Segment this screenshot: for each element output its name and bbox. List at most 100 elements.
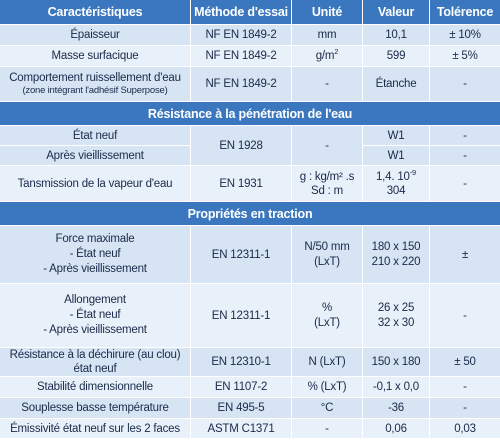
table-row: Allongement - État neuf - Après vieillis… [0,284,500,348]
cell-valeur: Étanche [363,67,430,102]
value-line-1: 180 x 150 [371,240,421,253]
cell-tolerence: ± 10% [430,25,500,46]
cell-methode: EN 12311-1 [191,284,292,348]
cell-caracteristique: Épaisseur [0,25,191,46]
table-row: Tansmission de la vapeur d'eau EN 1931 g… [0,166,500,202]
cell-valeur: W1 [363,126,430,146]
cell-unite: °C [292,398,363,419]
force-neuf: - État neuf [69,248,121,260]
table-row: Souplesse basse température EN 495-5 °C … [0,398,500,419]
cell-valeur: -0,1 x 0,0 [363,377,430,398]
table-row: Épaisseur NF EN 1849-2 mm 10,1 ± 10% [0,25,500,46]
cell-caracteristique: État neuf [0,126,191,146]
cell-methode: EN 495-5 [191,398,292,419]
cell-methode: NF EN 1849-2 [191,25,292,46]
cell-unite: g/m2 [292,46,363,67]
cell-valeur: W1 [363,146,430,166]
cell-caracteristique: Émissivité état neuf sur les 2 faces [0,419,191,439]
unit-line-2: (LxT) [314,255,340,268]
section-traction-title: Propriétés en traction [0,202,500,226]
cell-valeur: -36 [363,398,430,419]
unit-line-1: N/50 mm [304,240,350,253]
cell-caracteristique: Souplesse basse température [0,398,191,419]
table-row: Force maximale - État neuf - Après vieil… [0,226,500,284]
header-caracteristiques: Caractéristiques [0,0,191,25]
cell-tolerence: - [430,67,500,102]
unit-line-2: (LxT) [314,316,340,329]
header-unite: Unité [292,0,363,25]
allongement-vieil: - Après vieillissement [43,324,147,336]
table-row: État neuf EN 1928 - W1 - [0,126,500,166]
cell-tolerence: - [430,377,500,398]
cell-caracteristique: Force maximale - État neuf - Après vieil… [0,226,191,284]
cell-valeur: 10,1 [363,25,430,46]
value-exponent: -9 [409,167,417,177]
value-line-2: 210 x 220 [371,255,421,268]
table-row: Après vieillissement W1 - [0,146,500,166]
table-row: Résistance à la déchirure (au clou) état… [0,348,500,377]
cell-valeur: 599 [363,46,430,67]
cell-methode: ASTM C1371 [191,419,292,439]
unit-line-2: Sd : m [310,184,344,197]
value-mantissa: 1,4. 10 [375,170,410,183]
cell-caracteristique: Comportement ruissellement d'eau (zone i… [0,67,191,102]
force-vieil: - Après vieillissement [43,263,147,275]
value-line-2: 304 [386,184,406,197]
cell-caracteristique: Résistance à la déchirure (au clou) état… [0,348,191,377]
cell-unite: % (LxT) [292,377,363,398]
section-water-title: Résistance à la pénétration de l'eau [0,102,500,126]
cell-tolerence: - [430,166,500,202]
value-line-1: 1,4. 10-9 [365,167,427,184]
table-row: Masse surfacique NF EN 1849-2 g/m2 599 ±… [0,46,500,67]
cell-unite: N/50 mm (LxT) [292,226,363,284]
cell-tolerence: 0,03 [430,419,500,439]
cell-tolerence: - [430,398,500,419]
cell-caracteristique: Tansmission de la vapeur d'eau [0,166,191,202]
cell-unite: - [292,67,363,102]
cell-caracteristique: Stabilité dimensionnelle [0,377,191,398]
cell-unite: g : kg/m² .s Sd : m [292,166,363,202]
cell-valeur: 0,06 [363,419,430,439]
cell-unite: % (LxT) [292,284,363,348]
cell-methode: EN 12310-1 [191,348,292,377]
cell-valeur: 26 x 25 32 x 30 [363,284,430,348]
cell-methode: EN 1931 [191,166,292,202]
header-methode: Méthode d'essai [191,0,292,25]
cell-tolerence: ± 50 [430,348,500,377]
value-line-2: 32 x 30 [377,316,415,329]
cell-valeur: 180 x 150 210 x 220 [363,226,430,284]
caracteristique-note: (zone intégrant l'adhésif Superpose) [22,85,168,96]
cell-methode: EN 1928 [191,126,292,166]
cell-unite: N (LxT) [292,348,363,377]
unit-line-1: % [321,301,333,314]
cell-valeur: 150 x 180 [363,348,430,377]
cell-tolerence: - [430,284,500,348]
header-tolerence: Tolérence [430,0,500,25]
cell-tolerence: - [430,126,500,146]
cell-valeur: 1,4. 10-9 304 [363,166,430,202]
cell-unite: mm [292,25,363,46]
cell-unite: - [292,126,363,166]
section-header-row: Résistance à la pénétration de l'eau [0,102,500,126]
unit-line-1: g : kg/m² .s [299,170,355,183]
cell-methode: NF EN 1849-2 [191,67,292,102]
cell-caracteristique: Allongement - État neuf - Après vieillis… [0,284,191,348]
unit-exponent: 2 [334,47,339,57]
cell-caracteristique: Après vieillissement [0,146,191,166]
force-title: Force maximale [55,233,135,245]
unit-base: g/m [315,50,335,62]
header-row: Caractéristiques Méthode d'essai Unité V… [0,0,500,25]
table-row: Comportement ruissellement d'eau (zone i… [0,67,500,102]
table-row: Émissivité état neuf sur les 2 faces AST… [0,419,500,439]
caracteristique-label: Comportement ruissellement d'eau [9,72,181,84]
cell-tolerence: ± [430,226,500,284]
cell-methode: EN 12311-1 [191,226,292,284]
section-header-row: Propriétés en traction [0,202,500,226]
allongement-neuf: - État neuf [69,309,121,321]
cell-caracteristique: Masse surfacique [0,46,191,67]
table-row: Stabilité dimensionnelle EN 1107-2 % (Lx… [0,377,500,398]
cell-methode: NF EN 1849-2 [191,46,292,67]
value-line-1: 26 x 25 [377,301,415,314]
